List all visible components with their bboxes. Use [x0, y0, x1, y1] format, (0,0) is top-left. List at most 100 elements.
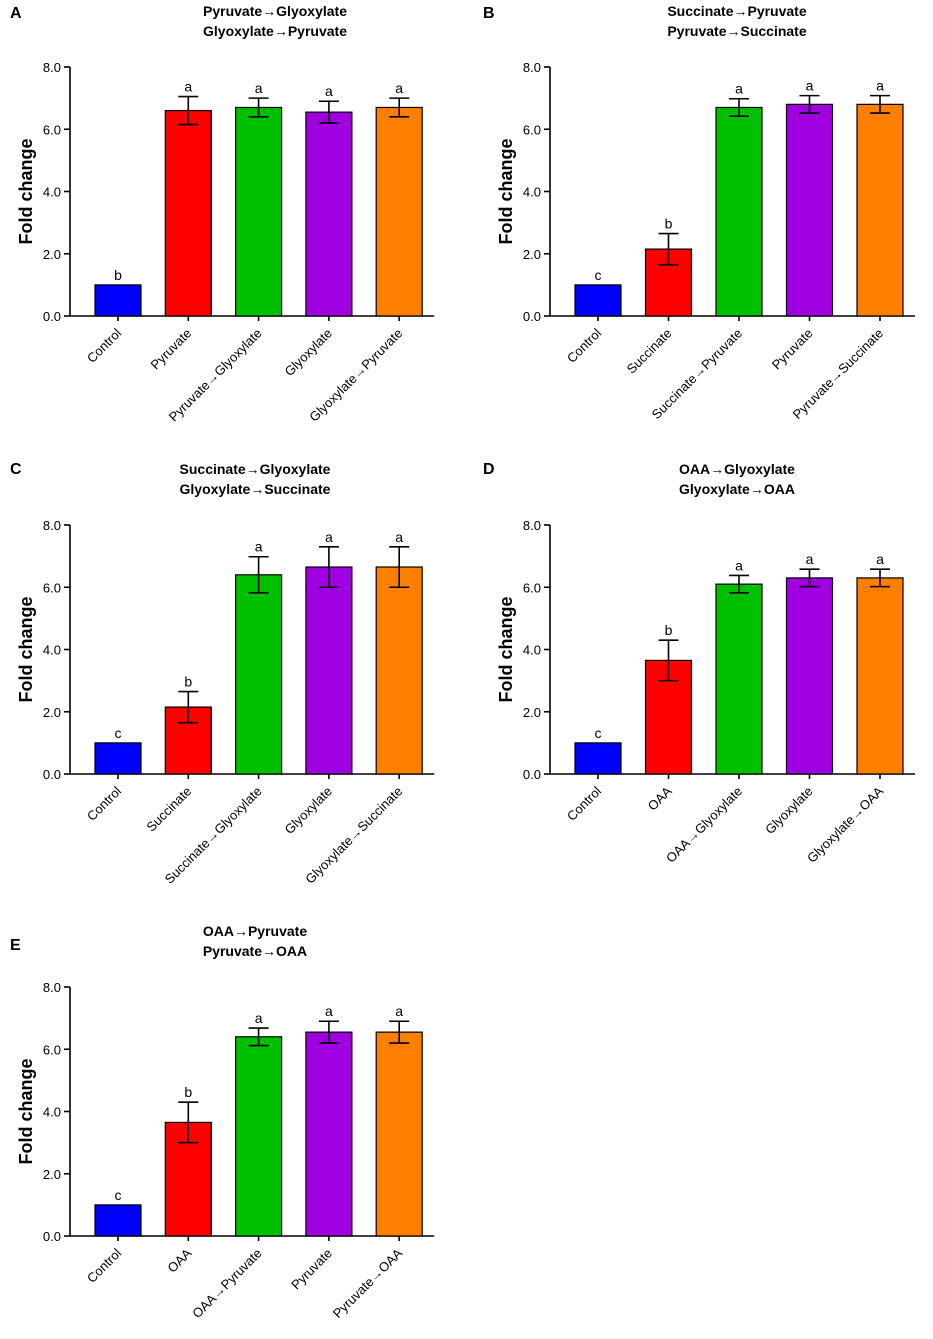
significance-letter: b — [184, 674, 192, 690]
bar-2 — [164, 109, 212, 317]
x-category-label: Glyoxylate — [281, 326, 335, 380]
significance-letter: a — [735, 557, 743, 573]
y-tick-label: 4.0 — [523, 643, 541, 658]
significance-letter: b — [184, 1084, 192, 1100]
significance-letter: c — [595, 725, 602, 741]
significance-letter: a — [184, 79, 192, 95]
significance-letter: a — [876, 78, 884, 94]
chart-panel-c: C Succinate→Glyoxylate Glyoxylate→Succinat… — [10, 461, 435, 887]
significance-letter: a — [255, 80, 263, 96]
x-category-label: OAA→Pyruvate — [189, 1246, 264, 1321]
significance-letter: a — [255, 1010, 263, 1026]
x-category-label: Control — [84, 783, 124, 823]
chart-title-line: Glyoxylate→OAA — [679, 481, 795, 497]
x-category-label: Pyruvate — [288, 1246, 335, 1293]
significance-letter: a — [806, 551, 814, 567]
x-category-label: Pyruvate — [148, 326, 195, 373]
bar-1 — [574, 742, 622, 775]
significance-letter: a — [395, 529, 403, 545]
bar-4 — [785, 577, 834, 775]
bar-1 — [574, 284, 622, 317]
x-category-label: OAA — [645, 783, 675, 813]
panel-letter: A — [10, 5, 22, 22]
significance-letter: a — [806, 78, 814, 94]
panel-letter: E — [10, 937, 21, 954]
significance-letter: a — [325, 83, 333, 99]
y-axis-label: Fold change — [16, 596, 36, 702]
y-axis-label: Fold change — [496, 138, 516, 244]
significance-letter: a — [876, 551, 884, 567]
y-tick-label: 6.0 — [523, 580, 541, 595]
bar-3 — [715, 583, 763, 775]
bar-4 — [305, 111, 353, 317]
y-tick-label: 0.0 — [43, 309, 61, 324]
bar-4 — [305, 566, 353, 775]
significance-letter: b — [114, 267, 122, 283]
y-tick-label: 2.0 — [523, 247, 541, 262]
y-tick-label: 4.0 — [523, 185, 541, 200]
significance-letter: a — [325, 529, 333, 545]
y-tick-label: 2.0 — [43, 1167, 61, 1182]
bar-3 — [235, 1036, 283, 1237]
significance-letter: c — [115, 725, 122, 741]
bar-3 — [715, 106, 763, 317]
bar-5 — [375, 106, 423, 317]
x-category-label: Succinate — [624, 326, 675, 377]
bar-5 — [375, 1031, 423, 1237]
y-axis-label: Fold change — [496, 596, 516, 702]
y-tick-label: 2.0 — [43, 705, 61, 720]
chart-panel-d: D OAA→Glyoxylate Glyoxylate→OAA Fold change… — [483, 461, 915, 866]
x-category-label: Pyruvate→OAA — [330, 1245, 406, 1321]
panel-letter: C — [10, 461, 22, 478]
bar-4 — [785, 103, 834, 317]
chart-panel-a: A Pyruvate→Glyoxylate Glyoxylate→Pyruvate F… — [10, 3, 435, 425]
y-tick-label: 8.0 — [43, 980, 61, 995]
significance-letter: a — [735, 81, 743, 97]
y-tick-label: 8.0 — [523, 518, 541, 533]
chart-title-line: Succinate→Pyruvate — [667, 3, 806, 19]
chart-title-line: Pyruvate→Succinate — [667, 23, 806, 39]
y-tick-label: 6.0 — [43, 122, 61, 137]
chart-title-line: Glyoxylate→Pyruvate — [203, 23, 347, 39]
y-tick-label: 6.0 — [43, 580, 61, 595]
y-axis-label: Fold change — [16, 138, 36, 244]
x-category-label: Succinate — [143, 784, 194, 835]
y-axis-label: Fold change — [16, 1058, 36, 1164]
x-category-label: Glyoxylate — [281, 784, 335, 838]
bar-1 — [94, 284, 142, 317]
chart-title-line: Glyoxylate→Succinate — [180, 481, 331, 497]
chart-title-line: Pyruvate→OAA — [203, 943, 307, 959]
significance-letter: b — [665, 622, 673, 638]
significance-letter: c — [115, 1187, 122, 1203]
x-category-label: Control — [84, 1245, 124, 1285]
y-tick-label: 4.0 — [43, 643, 61, 658]
y-tick-label: 2.0 — [523, 705, 541, 720]
x-category-label: Control — [84, 325, 124, 365]
y-tick-label: 0.0 — [523, 309, 541, 324]
x-category-label: Glyoxylate→OAA — [804, 783, 886, 865]
bar-3 — [235, 574, 283, 775]
bar-5 — [375, 566, 423, 775]
bar-1 — [94, 1204, 142, 1237]
bar-4 — [305, 1031, 353, 1237]
chart-title-line: OAA→Pyruvate — [203, 923, 307, 939]
chart-panel-e: E OAA→Pyruvate Pyruvate→OAA Fold change 0.0 2… — [10, 923, 435, 1321]
x-category-label: OAA→Glyoxylate — [663, 784, 745, 866]
significance-letter: b — [665, 216, 673, 232]
y-tick-label: 6.0 — [43, 1042, 61, 1057]
chart-panel-b: B Succinate→Pyruvate Pyruvate→Succinate Fol… — [483, 3, 915, 422]
x-category-label: Glyoxylate — [762, 784, 816, 838]
bar-1 — [94, 742, 142, 775]
y-tick-label: 0.0 — [523, 767, 541, 782]
significance-letter: a — [395, 1003, 403, 1019]
bar-3 — [235, 106, 283, 317]
panel-letter: D — [483, 461, 495, 478]
y-tick-label: 8.0 — [43, 60, 61, 75]
y-tick-label: 2.0 — [43, 247, 61, 262]
bar-5 — [856, 103, 904, 317]
y-tick-label: 8.0 — [43, 518, 61, 533]
y-tick-label: 4.0 — [43, 185, 61, 200]
x-category-label: Control — [564, 325, 604, 365]
y-tick-label: 0.0 — [43, 767, 61, 782]
